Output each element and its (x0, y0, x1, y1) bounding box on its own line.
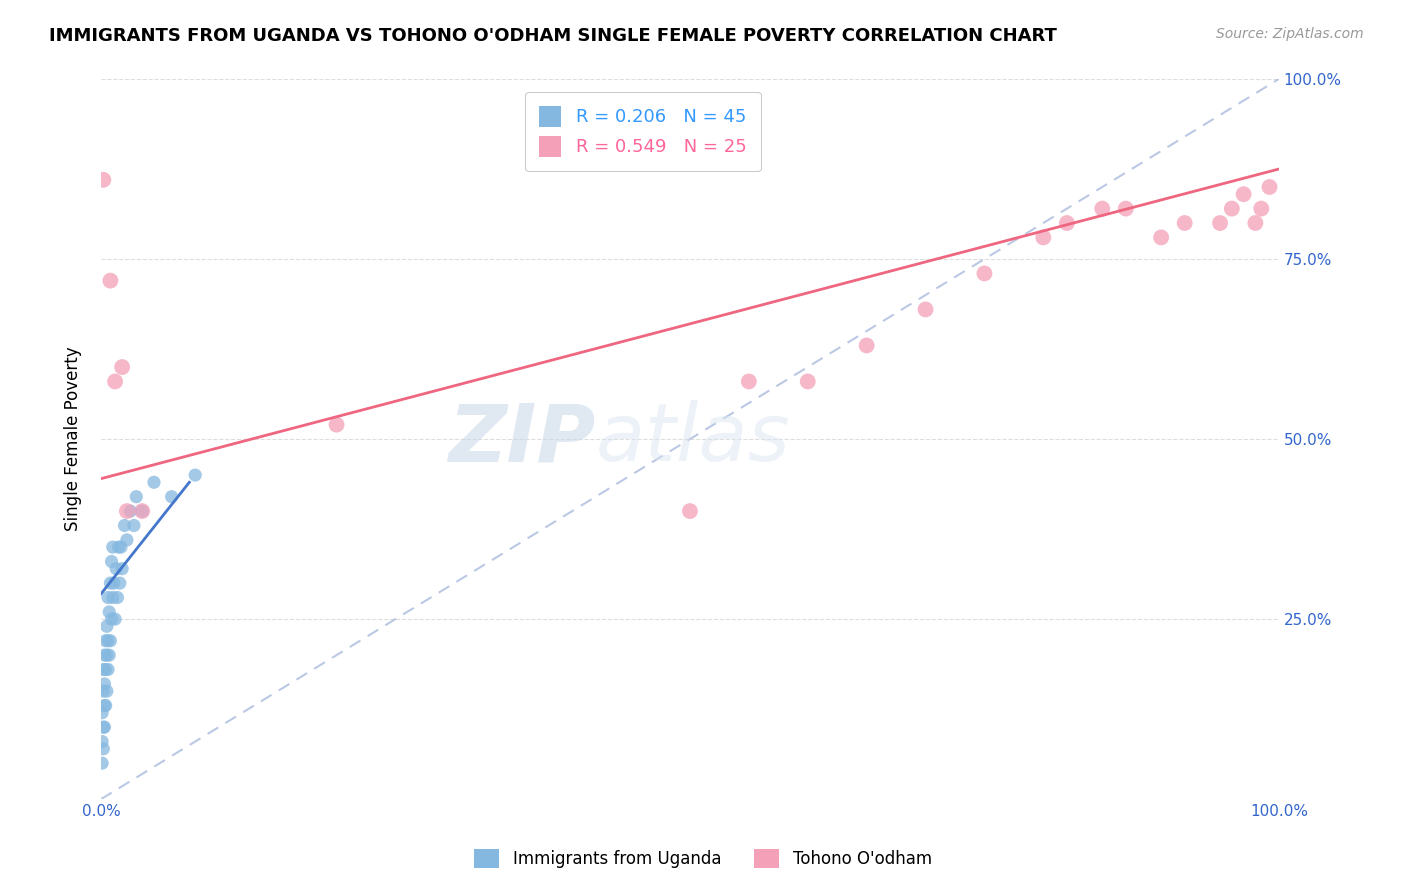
Point (91, 720, 114, 734)
Point (111, 359, 134, 374)
Point (1232, 187, 1254, 202)
Point (101, 591, 124, 605)
Point (1250, 202, 1272, 216)
Point (131, 504, 153, 518)
Point (96, 684, 118, 698)
Point (1115, 202, 1137, 216)
Point (107, 591, 129, 605)
Point (91, 756, 114, 771)
Point (114, 518, 136, 533)
Point (91, 741, 114, 756)
Point (1174, 216, 1197, 230)
Point (93, 720, 115, 734)
Point (91, 684, 114, 698)
Point (98, 605, 121, 619)
Point (94, 698, 117, 713)
Point (98, 648, 121, 662)
Point (110, 540, 132, 554)
Point (100, 612, 122, 626)
Point (100, 274, 122, 288)
Point (91, 173, 114, 187)
Point (91, 663, 114, 677)
Point (101, 540, 124, 554)
Point (1220, 202, 1243, 216)
Point (325, 417, 347, 432)
Point (97, 663, 120, 677)
Point (1244, 216, 1267, 230)
Point (96, 619, 118, 633)
Point (94, 633, 117, 648)
Point (184, 468, 207, 483)
Point (914, 302, 936, 317)
Point (122, 518, 145, 533)
Point (91, 706, 114, 720)
Point (97, 591, 120, 605)
Point (738, 375, 761, 389)
Point (115, 504, 138, 518)
Point (1056, 216, 1078, 230)
Point (679, 504, 702, 518)
Text: ZIP: ZIP (449, 401, 596, 478)
Point (125, 490, 148, 504)
Point (1209, 216, 1232, 230)
Point (96, 648, 118, 662)
Point (103, 576, 125, 591)
Point (107, 540, 129, 554)
Text: IMMIGRANTS FROM UGANDA VS TOHONO O'ODHAM SINGLE FEMALE POVERTY CORRELATION CHART: IMMIGRANTS FROM UGANDA VS TOHONO O'ODHAM… (49, 27, 1057, 45)
Point (100, 576, 122, 591)
Legend: Immigrants from Uganda, Tohono O'odham: Immigrants from Uganda, Tohono O'odham (468, 842, 938, 875)
Point (115, 533, 138, 547)
Legend: R = 0.206   N = 45, R = 0.549   N = 25: R = 0.206 N = 45, R = 0.549 N = 25 (524, 92, 761, 171)
Point (104, 375, 127, 389)
Text: atlas: atlas (596, 401, 790, 478)
Point (1258, 180, 1281, 194)
Point (93, 698, 115, 713)
Point (1091, 202, 1114, 216)
Point (105, 562, 128, 576)
Point (94, 663, 117, 677)
Point (143, 475, 166, 490)
Point (100, 633, 122, 648)
Point (111, 562, 134, 576)
Point (91, 734, 114, 748)
Point (93, 648, 115, 662)
Point (160, 490, 183, 504)
Y-axis label: Single Female Poverty: Single Female Poverty (65, 347, 82, 532)
Point (100, 554, 122, 568)
Point (93, 677, 115, 691)
Point (973, 267, 995, 281)
Point (108, 576, 131, 591)
Text: Source: ZipAtlas.com: Source: ZipAtlas.com (1216, 27, 1364, 41)
Point (1150, 230, 1173, 244)
Point (855, 338, 877, 352)
Point (131, 504, 153, 518)
Point (796, 375, 818, 389)
Point (97, 633, 120, 648)
Point (1032, 230, 1054, 244)
Point (120, 504, 142, 518)
Point (104, 612, 127, 626)
